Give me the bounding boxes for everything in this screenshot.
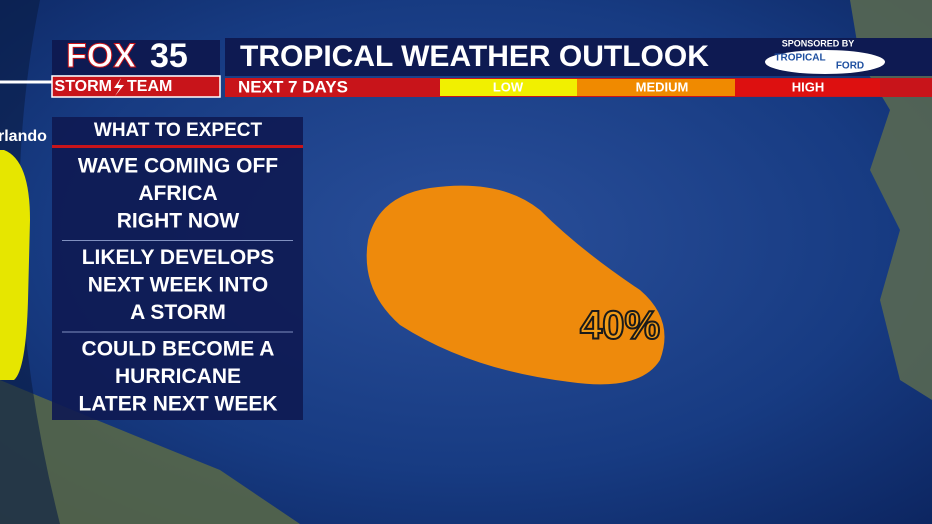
land	[850, 0, 932, 400]
item-line: COULD BECOME A	[82, 338, 275, 361]
logo-top	[52, 40, 220, 75]
city-label: rlando	[0, 128, 47, 145]
item-line: LATER NEXT WEEK	[78, 393, 277, 416]
title: TROPICAL WEATHER OUTLOOK	[240, 40, 709, 73]
sponsor-logo	[765, 50, 885, 74]
logo-team-bar	[51, 75, 221, 98]
item-line: WAVE COMING OFF	[78, 155, 278, 178]
item-line: NEXT WEEK INTO	[88, 274, 268, 297]
logo-team: TEAM	[127, 78, 172, 95]
logo-team: STORM	[55, 78, 112, 95]
sponsor-name: TROPICAL	[774, 53, 825, 64]
item-line: HURRICANE	[115, 365, 241, 388]
expect-panel	[52, 117, 303, 420]
item-line: RIGHT NOW	[117, 210, 240, 233]
panel-rule	[52, 145, 303, 148]
sponsor-caption: SPONSORED BY	[782, 38, 855, 48]
area-percent: 40%	[580, 304, 660, 348]
legend-label: HIGH	[792, 79, 825, 94]
development-area	[366, 185, 665, 385]
legend-label: MEDIUM	[636, 79, 689, 94]
expect-items: WAVE COMING OFF AFRICA RIGHT NOW LIKELY DEV…	[62, 155, 293, 416]
globe-edge	[0, 0, 60, 524]
logo-station: FOX	[66, 37, 136, 75]
sponsor-name: FORD	[836, 61, 864, 72]
yellow-area	[0, 150, 30, 380]
logo-channel: 35	[150, 37, 188, 75]
legend-medium	[577, 79, 735, 96]
legend-high	[735, 79, 880, 96]
period: NEXT 7 DAYS	[238, 77, 348, 96]
lightning	[114, 78, 124, 96]
legend-low	[440, 79, 577, 96]
item-line: LIKELY DEVELOPS	[82, 246, 275, 269]
item-line: AFRICA	[138, 182, 217, 205]
legend-label: LOW	[493, 79, 524, 94]
panel-title: WHAT TO EXPECT	[94, 120, 263, 141]
item-line: A STORM	[130, 301, 226, 324]
